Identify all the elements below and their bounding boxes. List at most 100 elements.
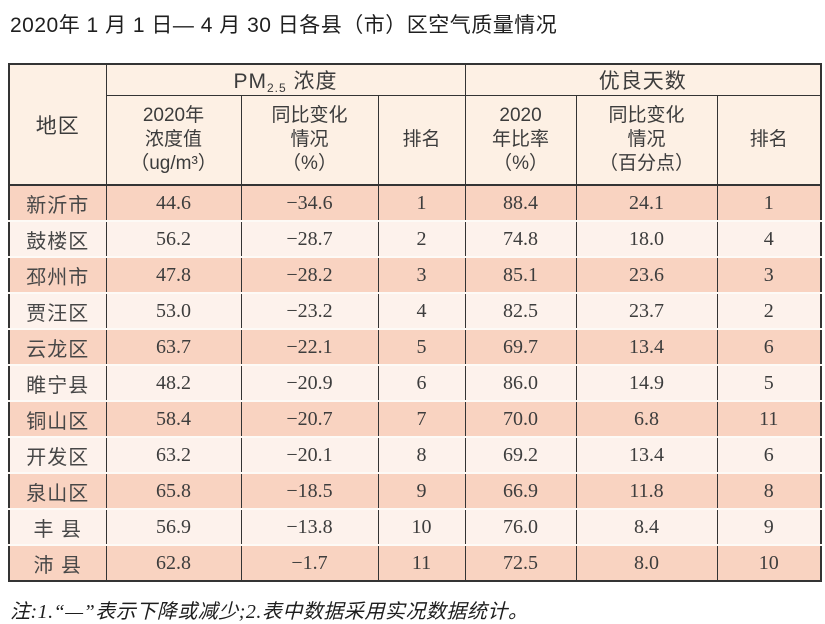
- cell-pm-change: −34.6: [240, 184, 378, 221]
- col-header-good-ratio: 2020 年比率 （%）: [464, 95, 577, 185]
- cell-pm-change: −13.8: [240, 508, 378, 545]
- cell-good-rank: 1: [716, 184, 822, 221]
- cell-pm-rank: 9: [377, 472, 466, 509]
- cell-good-rank: 8: [716, 472, 822, 509]
- cell-good-ratio: 69.2: [464, 436, 577, 473]
- cell-pm-rank: 7: [377, 400, 466, 437]
- col-group-good-days: 优良天数: [464, 64, 822, 96]
- table-header: 地区 PM2.5 浓度 优良天数 2020年 浓度值 （ug/m³） 同比变化 …: [8, 64, 822, 185]
- cell-pm-rank: 8: [377, 436, 466, 473]
- footnote: 注:1.“—”表示下降或减少;2.表中数据采用实况数据统计。: [10, 601, 529, 623]
- cell-pm-value: 58.4: [105, 400, 241, 437]
- cell-pm-change: −28.7: [240, 220, 378, 257]
- cell-pm-value: 63.2: [105, 436, 241, 473]
- cell-pm-value: 47.8: [105, 256, 241, 293]
- cell-good-rank: 6: [716, 436, 822, 473]
- table-row: 邳州市 47.8 −28.2 3 85.1 23.6 3: [8, 256, 822, 293]
- cell-pm-rank: 10: [377, 508, 466, 545]
- cell-pm-value: 53.0: [105, 292, 241, 329]
- cell-region: 贾汪区: [8, 292, 106, 329]
- cell-good-ratio: 66.9: [464, 472, 577, 509]
- table-row: 丰 县 56.9 −13.8 10 76.0 8.4 9: [8, 508, 822, 545]
- cell-region: 鼓楼区: [8, 220, 106, 257]
- pm25-label-rest: 浓度: [286, 70, 338, 93]
- group-header-row: 地区 PM2.5 浓度 优良天数: [8, 64, 822, 185]
- pm25-label-subscript: 2.5: [267, 81, 287, 95]
- cell-pm-value: 65.8: [105, 472, 241, 509]
- cell-good-rank: 10: [716, 544, 822, 581]
- cell-good-ratio: 74.8: [464, 220, 577, 257]
- cell-pm-value: 44.6: [105, 184, 241, 221]
- table-row: 睢宁县 48.2 −20.9 6 86.0 14.9 5: [8, 364, 822, 401]
- cell-region: 邳州市: [8, 256, 106, 293]
- cell-good-ratio: 85.1: [464, 256, 577, 293]
- table-row: 云龙区 63.7 −22.1 5 69.7 13.4 6: [8, 328, 822, 365]
- cell-good-rank: 2: [716, 292, 822, 329]
- cell-good-rank: 9: [716, 508, 822, 545]
- cell-good-rank: 4: [716, 220, 822, 257]
- cell-good-change: 6.8: [575, 400, 718, 437]
- page-title: 2020年 1 月 1 日— 4 月 30 日各县（市）区空气质量情况: [10, 14, 558, 37]
- cell-pm-rank: 5: [377, 328, 466, 365]
- cell-good-ratio: 70.0: [464, 400, 577, 437]
- cell-region: 泉山区: [8, 472, 106, 509]
- cell-pm-change: −1.7: [240, 544, 378, 581]
- col-group-pm25: PM2.5 浓度: [105, 64, 466, 96]
- col-header-region: 地区: [8, 64, 106, 185]
- col-header-good-rank: 排名: [716, 95, 822, 185]
- cell-pm-rank: 11: [377, 544, 466, 581]
- cell-pm-value: 62.8: [105, 544, 241, 581]
- cell-good-ratio: 76.0: [464, 508, 577, 545]
- cell-good-change: 8.0: [575, 544, 718, 581]
- cell-pm-change: −23.2: [240, 292, 378, 329]
- col-header-pm-change: 同比变化 情况 （%）: [240, 95, 378, 185]
- cell-good-change: 13.4: [575, 436, 718, 473]
- cell-pm-rank: 2: [377, 220, 466, 257]
- cell-pm-value: 56.9: [105, 508, 241, 545]
- table-row: 泉山区 65.8 −18.5 9 66.9 11.8 8: [8, 472, 822, 509]
- cell-good-change: 24.1: [575, 184, 718, 221]
- col-header-pm-value: 2020年 浓度值 （ug/m³）: [105, 95, 241, 185]
- cell-pm-change: −20.9: [240, 364, 378, 401]
- cell-good-rank: 11: [716, 400, 822, 437]
- cell-good-change: 23.6: [575, 256, 718, 293]
- table-row: 铜山区 58.4 −20.7 7 70.0 6.8 11: [8, 400, 822, 437]
- cell-good-rank: 6: [716, 328, 822, 365]
- cell-pm-change: −28.2: [240, 256, 378, 293]
- cell-region: 新沂市: [8, 184, 106, 221]
- air-quality-table: 地区 PM2.5 浓度 优良天数 2020年 浓度值 （ug/m³） 同比变化 …: [8, 63, 823, 582]
- cell-region: 丰 县: [8, 508, 106, 545]
- cell-pm-value: 48.2: [105, 364, 241, 401]
- col-header-pm-rank: 排名: [377, 95, 466, 185]
- cell-region: 沛 县: [8, 544, 106, 581]
- cell-good-ratio: 82.5: [464, 292, 577, 329]
- table-row: 开发区 63.2 −20.1 8 69.2 13.4 6: [8, 436, 822, 473]
- cell-good-change: 23.7: [575, 292, 718, 329]
- cell-good-rank: 5: [716, 364, 822, 401]
- cell-good-ratio: 86.0: [464, 364, 577, 401]
- cell-pm-change: −18.5: [240, 472, 378, 509]
- cell-pm-rank: 6: [377, 364, 466, 401]
- cell-pm-rank: 1: [377, 184, 466, 221]
- cell-region: 睢宁县: [8, 364, 106, 401]
- pm25-label-main: PM: [233, 70, 267, 93]
- cell-good-change: 11.8: [575, 472, 718, 509]
- cell-pm-value: 63.7: [105, 328, 241, 365]
- cell-good-ratio: 72.5: [464, 544, 577, 581]
- cell-good-change: 14.9: [575, 364, 718, 401]
- cell-good-ratio: 88.4: [464, 184, 577, 221]
- table-row: 贾汪区 53.0 −23.2 4 82.5 23.7 2: [8, 292, 822, 329]
- cell-pm-change: −22.1: [240, 328, 378, 365]
- cell-good-change: 8.4: [575, 508, 718, 545]
- cell-good-ratio: 69.7: [464, 328, 577, 365]
- cell-pm-change: −20.1: [240, 436, 378, 473]
- cell-pm-change: −20.7: [240, 400, 378, 437]
- cell-pm-rank: 4: [377, 292, 466, 329]
- cell-good-rank: 3: [716, 256, 822, 293]
- cell-good-change: 18.0: [575, 220, 718, 257]
- cell-pm-value: 56.2: [105, 220, 241, 257]
- cell-region: 开发区: [8, 436, 106, 473]
- col-header-good-change: 同比变化 情况 （百分点）: [575, 95, 718, 185]
- sub-header-row: 2020年 浓度值 （ug/m³） 同比变化 情况 （%） 排名 2020 年比…: [9, 95, 822, 185]
